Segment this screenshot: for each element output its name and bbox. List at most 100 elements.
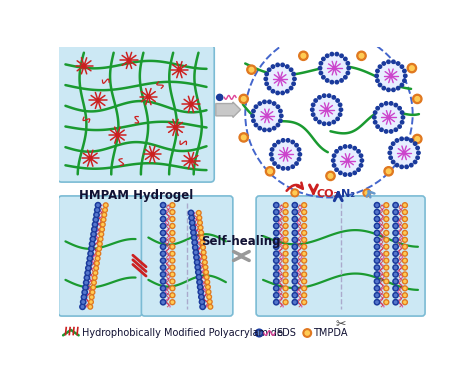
Circle shape — [93, 282, 95, 284]
Circle shape — [252, 109, 255, 113]
Circle shape — [85, 270, 91, 275]
Circle shape — [294, 273, 296, 275]
Circle shape — [96, 209, 99, 211]
Circle shape — [81, 299, 86, 305]
Circle shape — [280, 114, 283, 118]
Circle shape — [343, 145, 347, 148]
Circle shape — [404, 225, 406, 227]
Circle shape — [199, 286, 201, 288]
Circle shape — [275, 287, 277, 289]
Circle shape — [393, 244, 398, 249]
Circle shape — [404, 260, 406, 262]
Circle shape — [273, 144, 276, 147]
Circle shape — [292, 279, 298, 284]
Circle shape — [359, 154, 363, 158]
Circle shape — [394, 267, 397, 269]
Circle shape — [415, 137, 419, 141]
Circle shape — [413, 134, 422, 144]
Circle shape — [404, 287, 406, 289]
Circle shape — [102, 223, 104, 225]
Circle shape — [92, 286, 94, 288]
Circle shape — [303, 281, 305, 282]
Circle shape — [293, 191, 297, 195]
Circle shape — [396, 87, 400, 90]
Circle shape — [270, 158, 274, 161]
Circle shape — [283, 237, 288, 242]
Circle shape — [273, 279, 279, 284]
Circle shape — [203, 251, 205, 253]
Circle shape — [160, 244, 166, 249]
Circle shape — [203, 256, 205, 258]
Circle shape — [301, 230, 307, 236]
Circle shape — [385, 239, 387, 241]
Circle shape — [196, 270, 201, 275]
Circle shape — [286, 139, 290, 142]
Circle shape — [374, 230, 380, 236]
Circle shape — [318, 96, 321, 99]
Circle shape — [127, 59, 131, 62]
Circle shape — [94, 207, 100, 213]
Circle shape — [204, 270, 209, 275]
Circle shape — [89, 306, 91, 308]
Circle shape — [94, 266, 99, 270]
Circle shape — [95, 256, 100, 261]
Circle shape — [275, 273, 277, 275]
Circle shape — [275, 280, 277, 282]
Circle shape — [197, 215, 201, 220]
Circle shape — [283, 286, 288, 291]
Circle shape — [303, 267, 305, 268]
Circle shape — [265, 114, 269, 118]
Circle shape — [97, 253, 100, 255]
Circle shape — [332, 164, 336, 167]
Circle shape — [286, 90, 289, 93]
Circle shape — [290, 87, 293, 90]
Circle shape — [410, 163, 413, 167]
Circle shape — [98, 242, 102, 246]
Circle shape — [160, 210, 166, 215]
Circle shape — [170, 203, 175, 208]
Circle shape — [170, 251, 175, 256]
Circle shape — [273, 210, 279, 215]
Circle shape — [100, 227, 104, 232]
Circle shape — [385, 301, 387, 303]
Circle shape — [217, 94, 223, 100]
Circle shape — [376, 107, 379, 110]
Circle shape — [376, 239, 378, 241]
Circle shape — [170, 293, 175, 298]
Circle shape — [271, 90, 274, 93]
Circle shape — [303, 329, 311, 337]
Circle shape — [195, 265, 201, 270]
Circle shape — [393, 203, 398, 208]
Circle shape — [353, 147, 356, 150]
Circle shape — [85, 281, 87, 284]
Text: ✂: ✂ — [335, 318, 346, 331]
Circle shape — [198, 225, 203, 230]
Circle shape — [173, 126, 177, 129]
Circle shape — [319, 62, 323, 65]
Circle shape — [195, 256, 198, 258]
Circle shape — [404, 253, 406, 255]
Circle shape — [410, 139, 413, 142]
Circle shape — [201, 237, 203, 239]
Circle shape — [97, 204, 99, 206]
Circle shape — [99, 232, 104, 237]
Circle shape — [322, 56, 347, 80]
Circle shape — [97, 257, 99, 260]
Circle shape — [170, 258, 175, 263]
Circle shape — [162, 294, 164, 296]
Circle shape — [374, 279, 380, 284]
Circle shape — [301, 223, 307, 229]
Circle shape — [206, 285, 210, 289]
Circle shape — [99, 243, 101, 245]
Circle shape — [393, 210, 398, 215]
Circle shape — [283, 279, 288, 284]
Circle shape — [284, 267, 287, 268]
Circle shape — [292, 223, 298, 229]
Circle shape — [197, 266, 199, 268]
Circle shape — [393, 223, 398, 229]
Circle shape — [97, 246, 101, 251]
Circle shape — [310, 108, 314, 111]
Circle shape — [303, 301, 305, 303]
Circle shape — [96, 251, 100, 256]
Circle shape — [275, 204, 277, 206]
